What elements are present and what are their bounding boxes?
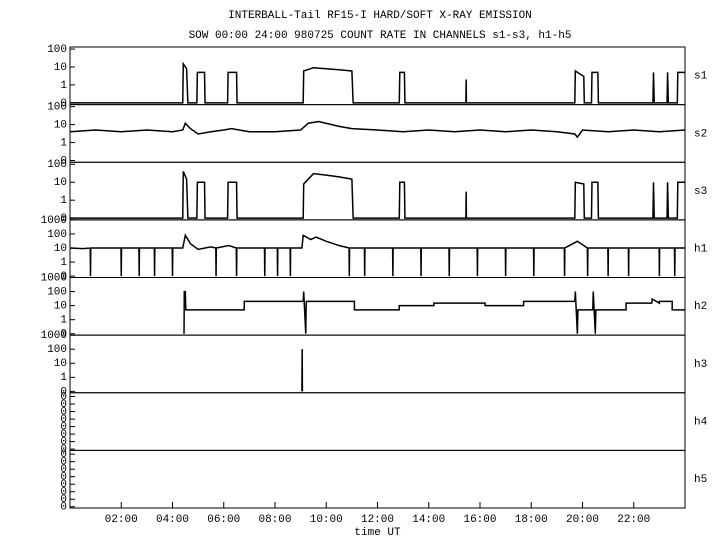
y-tick-label: 0 <box>60 502 67 514</box>
chart-title: INTERBALL-Tail RF15-I HARD/SOFT X-RAY EM… <box>228 10 532 22</box>
y-tick-label: 0 <box>60 487 67 499</box>
panel-label: s1 <box>694 71 708 83</box>
y-tick-label: 0 <box>60 449 67 461</box>
y-tick-label: 0 <box>60 386 67 398</box>
y-tick-label: 0 <box>60 406 67 418</box>
y-tick-label: 1 <box>60 80 67 92</box>
y-tick-label: 10 <box>54 177 67 189</box>
panel-label: h1 <box>694 244 708 256</box>
y-tick-label: 100 <box>47 286 67 298</box>
series-line <box>69 233 685 277</box>
y-tick-label: 0 <box>60 437 67 449</box>
x-tick-label: 22:00 <box>617 514 650 526</box>
x-tick-label: 02:00 <box>105 514 138 526</box>
y-tick-label: 0 <box>60 399 67 411</box>
y-tick-label: 1 <box>60 372 67 384</box>
y-tick-label: 0 <box>60 98 67 110</box>
y-tick-label: 10 <box>54 358 67 370</box>
series-line <box>70 171 685 219</box>
x-tick-label: 10:00 <box>310 514 343 526</box>
series-line <box>70 61 685 104</box>
chart-subtitle: SOW 00:00 24:00 980725 COUNT RATE IN CHA… <box>189 30 572 42</box>
y-tick-label: 0 <box>60 464 67 476</box>
panel-label: h3 <box>694 359 707 371</box>
y-tick-label: 0 <box>60 429 67 441</box>
x-axis-label: time UT <box>354 527 401 539</box>
y-tick-label: 0 <box>60 213 67 225</box>
y-tick-label: 0 <box>60 472 67 484</box>
x-tick-label: 08:00 <box>258 514 291 526</box>
y-tick-label: 1000 <box>41 330 67 342</box>
y-tick-label: 0 <box>60 271 67 283</box>
panel-label: s3 <box>694 186 707 198</box>
panel-label: h5 <box>694 474 707 486</box>
x-tick-label: 16:00 <box>463 514 496 526</box>
y-tick-label: 100 <box>47 44 67 56</box>
panel-label: h4 <box>694 416 708 428</box>
x-tick-label: 06:00 <box>207 514 240 526</box>
x-tick-label: 04:00 <box>156 514 189 526</box>
y-tick-label: 0 <box>60 391 67 403</box>
y-tick-label: 1 <box>60 315 67 327</box>
x-tick-label: 14:00 <box>412 514 445 526</box>
y-tick-label: 100 <box>47 344 67 356</box>
y-tick-label: 100 <box>47 229 67 241</box>
y-tick-label: 0 <box>60 155 67 167</box>
y-tick-label: 0 <box>60 479 67 491</box>
y-tick-label: 1 <box>60 195 67 207</box>
y-tick-label: 0 <box>60 414 67 426</box>
series-line <box>301 349 304 392</box>
series-line <box>183 290 685 334</box>
x-tick-label: 20:00 <box>566 514 599 526</box>
y-tick-label: 10 <box>54 243 67 255</box>
y-tick-label: 100 <box>47 102 67 114</box>
panel-label: s2 <box>694 128 707 140</box>
y-tick-label: 10 <box>54 62 67 74</box>
y-tick-label: 0 <box>60 444 67 456</box>
y-tick-label: 0 <box>60 457 67 469</box>
y-tick-label: 10 <box>54 120 67 132</box>
y-tick-label: 0 <box>60 329 67 341</box>
y-tick-label: 0 <box>60 421 67 433</box>
y-tick-label: 1000 <box>41 215 67 227</box>
y-tick-label: 0 <box>60 494 67 506</box>
y-tick-label: 10 <box>54 301 67 313</box>
x-tick-label: 12:00 <box>361 514 394 526</box>
y-tick-label: 1000 <box>41 272 67 284</box>
panel-label: h2 <box>694 301 707 313</box>
series-line <box>69 120 686 139</box>
y-tick-label: 1 <box>60 137 67 149</box>
x-tick-label: 18:00 <box>515 514 548 526</box>
y-tick-label: 100 <box>47 159 67 171</box>
y-tick-label: 1 <box>60 257 67 269</box>
